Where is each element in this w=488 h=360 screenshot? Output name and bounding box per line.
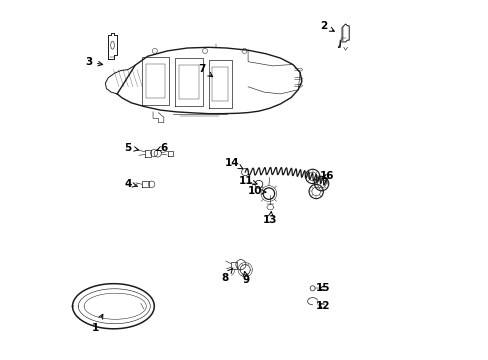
Text: 9: 9 <box>242 271 249 285</box>
Text: 6: 6 <box>157 143 167 153</box>
Text: 4: 4 <box>124 179 137 189</box>
Bar <box>146 64 165 98</box>
Text: 12: 12 <box>316 301 330 311</box>
Text: 8: 8 <box>221 268 232 283</box>
Text: 16: 16 <box>319 171 333 181</box>
Text: 11: 11 <box>239 176 257 186</box>
Text: 3: 3 <box>85 57 102 67</box>
Text: 2: 2 <box>319 21 334 31</box>
Text: 5: 5 <box>124 143 138 153</box>
Bar <box>212 67 228 101</box>
Text: 10: 10 <box>247 186 265 197</box>
Text: 13: 13 <box>263 212 277 225</box>
Bar <box>179 65 199 99</box>
Text: 7: 7 <box>197 64 212 77</box>
Text: 15: 15 <box>316 283 330 293</box>
Text: 14: 14 <box>224 158 243 169</box>
Text: 1: 1 <box>92 314 102 333</box>
